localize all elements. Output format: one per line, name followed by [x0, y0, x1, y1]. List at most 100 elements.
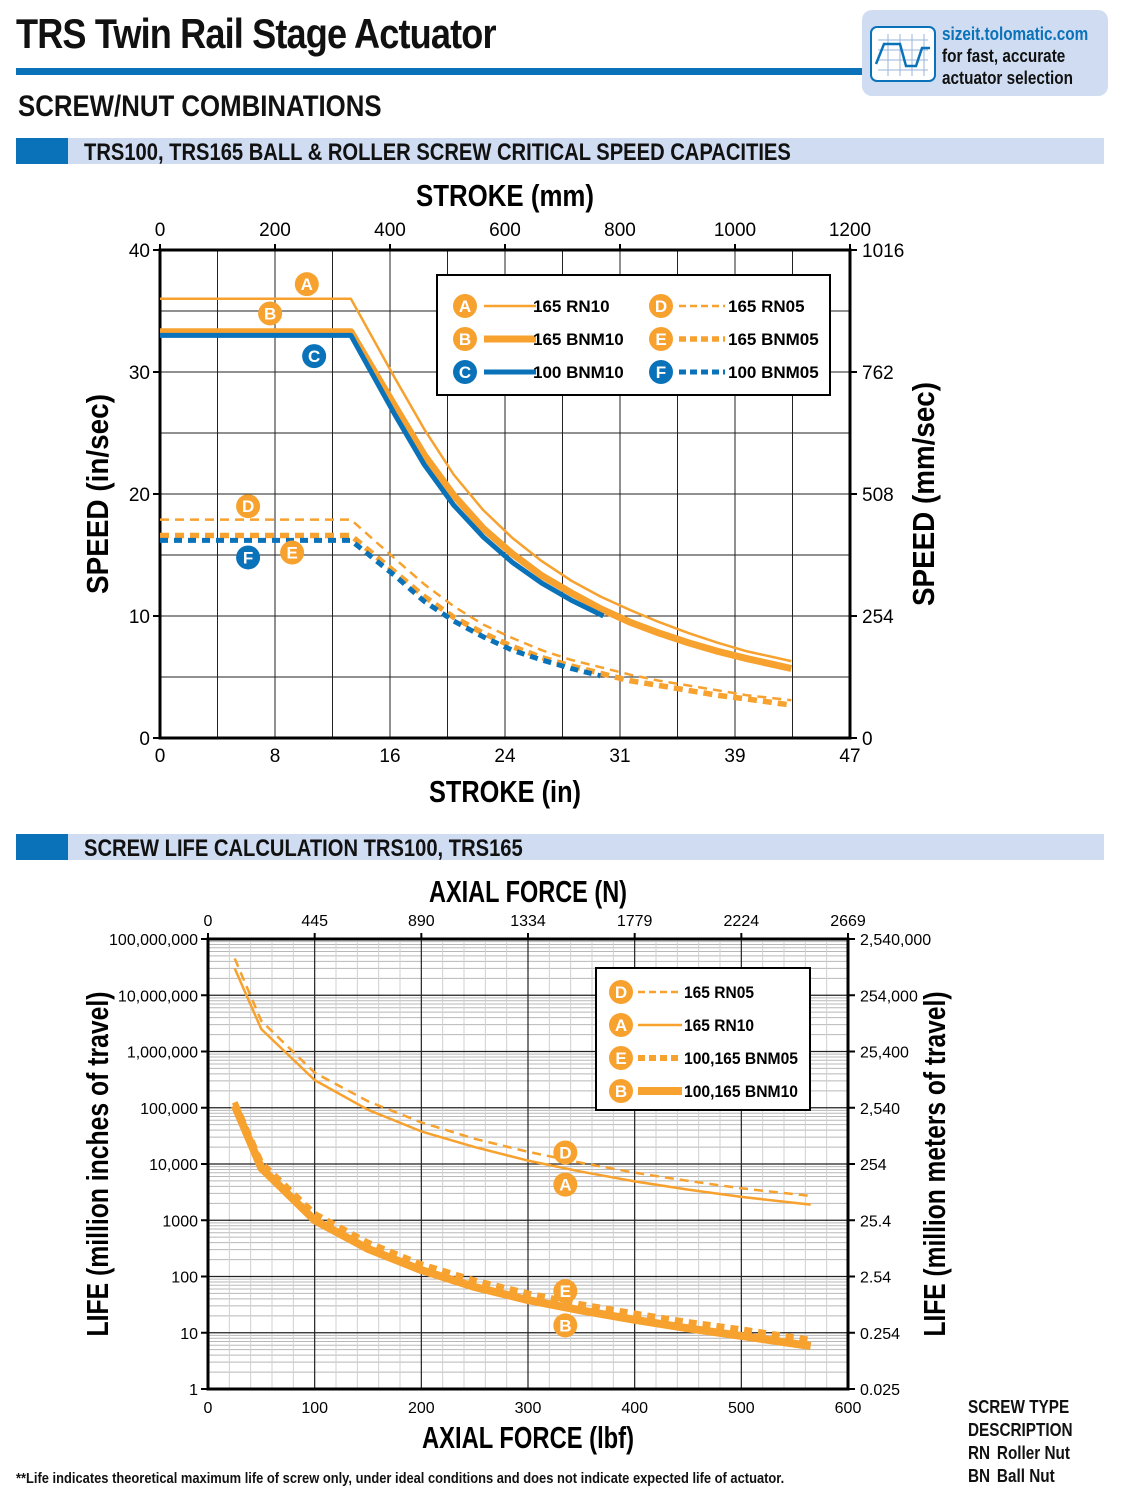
y-axis-title: SPEED (in/sec)	[80, 394, 115, 594]
series-badge-letter: A	[615, 1016, 627, 1035]
sizeit-callout[interactable]: sizeit.tolomatic.com for fast, accurate …	[862, 10, 1108, 96]
x-axis-title: AXIAL FORCE (lbf)	[422, 1420, 634, 1455]
x2-tick-label: 445	[301, 913, 328, 930]
legend-label-e: 165 BNM05	[728, 330, 819, 349]
speed-section-title: TRS100, TRS165 BALL & ROLLER SCREW CRITI…	[84, 139, 791, 166]
screw-desc: Roller Nut	[996, 1443, 1071, 1463]
series-badge-letter: B	[615, 1082, 627, 1101]
series-line-c	[160, 332, 605, 619]
x-tick-label: 0	[204, 1400, 213, 1417]
legend-label-b: 100,165 BNM10	[684, 1082, 798, 1101]
series-badge-d	[553, 1140, 578, 1165]
x2-tick-label: 400	[374, 220, 406, 241]
series-badge-letter: D	[615, 983, 627, 1002]
series-badge-letter: A	[559, 1176, 571, 1195]
screw-code: BN	[968, 1466, 991, 1486]
series-badge-letter: E	[560, 1282, 571, 1301]
y-tick-label: 40	[129, 241, 150, 262]
series-line-d	[160, 518, 792, 702]
y-tick-label: 30	[129, 363, 150, 384]
y2-tick-label: 25.4	[860, 1213, 891, 1230]
title-rule	[16, 68, 862, 75]
section-title: SCREW/NUT COMBINATIONS	[18, 90, 382, 123]
sizeit-url[interactable]: sizeit.tolomatic.com	[942, 24, 1089, 44]
series-badge-letter: B	[559, 1316, 571, 1335]
series-badge-letter: A	[301, 275, 313, 294]
y2-tick-label: 0	[862, 729, 873, 750]
y2-tick-label: 2,540,000	[860, 932, 931, 949]
y-tick-label: 10,000	[149, 1157, 198, 1174]
x-tick-label: 47	[839, 746, 860, 767]
y2-tick-label: 25,400	[860, 1045, 909, 1062]
y-tick-label: 10	[129, 607, 150, 628]
series-line-f	[160, 537, 602, 679]
screw-type-legend: SCREW TYPE DESCRIPTION RN Roller Nut BN Ba…	[968, 1396, 1073, 1488]
x-tick-label: 16	[379, 746, 400, 767]
series-badge-letter: D	[655, 297, 667, 316]
y-tick-label: 0	[139, 729, 150, 750]
series-badge-b	[258, 301, 283, 326]
y2-tick-label: 508	[862, 485, 894, 506]
y-tick-label: 100	[171, 1270, 198, 1287]
y2-tick-label: 254	[860, 1157, 887, 1174]
y2-tick-label: 0.025	[860, 1382, 900, 1399]
y2-tick-label: 2.54	[860, 1270, 891, 1287]
screw-type-heading: SCREW TYPE	[968, 1397, 1070, 1417]
legend-label-f: 100 BNM05	[728, 363, 819, 382]
x-axis-title: STROKE (in)	[429, 774, 581, 809]
series-badge-letter: A	[459, 297, 471, 316]
y-axis-title: LIFE (million inches of travel)	[80, 992, 115, 1337]
y-tick-label: 10	[180, 1326, 198, 1343]
screw-code: RN	[968, 1443, 991, 1463]
y-tick-label: 1000	[162, 1213, 198, 1230]
x2-tick-label: 800	[604, 220, 636, 241]
series-badge-letter: B	[459, 330, 471, 349]
speed-chart: 0 8 16 24 31 39 470 200 400 600 800 1000 12000102030…	[80, 178, 941, 809]
x-tick-label: 39	[724, 746, 745, 767]
band-block	[16, 834, 68, 860]
series-badge-a	[453, 294, 477, 318]
x2-tick-label: 200	[259, 220, 291, 241]
series-line-e	[231, 1101, 812, 1343]
x2-tick-label: 2224	[724, 913, 760, 930]
x2-tick-label: 1334	[510, 913, 546, 930]
x2-tick-label: 0	[204, 913, 213, 930]
series-line-d	[233, 958, 811, 1198]
screw-description-heading: DESCRIPTION	[968, 1420, 1073, 1440]
series-line-a	[233, 967, 811, 1206]
x-tick-label: 100	[301, 1400, 328, 1417]
sizing-chart-icon	[870, 26, 936, 82]
series-badge-b	[553, 1313, 578, 1338]
series-line-b	[160, 328, 793, 672]
life-chart: 0 100 200 300 400 500 600 0 445 890 1334 1779 2224 26…	[80, 874, 952, 1455]
x-tick-label: 600	[835, 1400, 862, 1417]
sizeit-line-1: for fast, accurate	[942, 46, 1066, 66]
life-section-band: SCREW LIFE CALCULATION TRS100, TRS165	[16, 834, 1104, 862]
y2-axis-title: SPEED (mm/sec)	[906, 382, 941, 606]
series-badge-c	[453, 360, 477, 384]
series-badge-e	[609, 1046, 633, 1070]
legend-label-c: 100 BNM10	[533, 363, 624, 382]
page-title: TRS Twin Rail Stage Actuator	[16, 10, 497, 57]
band-block	[16, 138, 68, 164]
footnote: **Life indicates theoretical maximum lif…	[16, 1470, 785, 1487]
x-tick-label: 400	[621, 1400, 648, 1417]
x2-tick-label: 1000	[714, 220, 756, 241]
y-tick-label: 20	[129, 485, 150, 506]
y2-tick-label: 2,540	[860, 1101, 900, 1118]
series-badge-letter: E	[286, 544, 297, 563]
x-tick-label: 300	[515, 1400, 542, 1417]
sizeit-line-2: actuator selection	[942, 68, 1073, 88]
series-badge-f	[236, 545, 261, 570]
series-badge-b	[609, 1079, 633, 1103]
y2-tick-label: 254,000	[860, 988, 918, 1005]
series-badge-letter: E	[655, 330, 666, 349]
series-badge-letter: D	[559, 1144, 571, 1163]
x2-tick-label: 1200	[829, 220, 871, 241]
x2-tick-label: 1779	[617, 913, 653, 930]
y2-axis-title: LIFE (million meters of travel)	[917, 992, 952, 1337]
legend-label-d: 165 RN05	[684, 983, 754, 1002]
x-tick-label: 500	[728, 1400, 755, 1417]
series-badge-a	[609, 1013, 633, 1037]
legend-box	[436, 274, 831, 396]
